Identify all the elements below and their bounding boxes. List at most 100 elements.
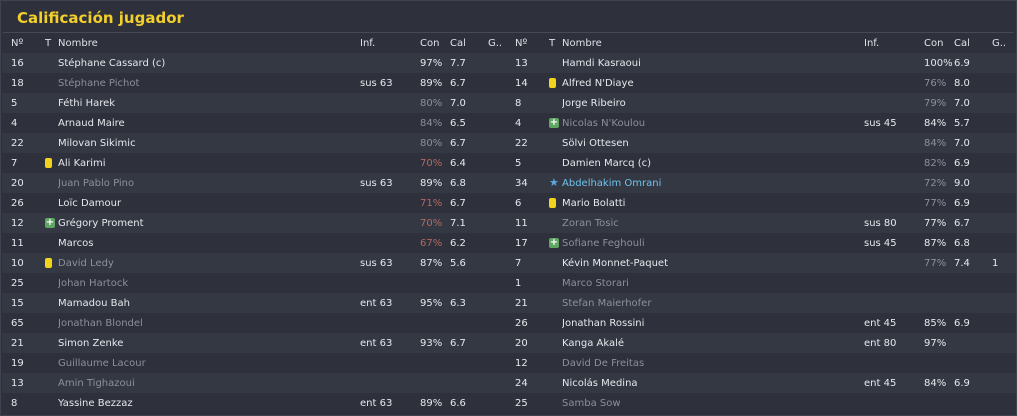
player-name[interactable]: Stéphane Pichot (58, 73, 360, 93)
player-info (864, 293, 924, 313)
event-icon-cell (45, 93, 58, 113)
player-row[interactable]: 21 Simon Zenke ent 63 93% 6.7 (2, 333, 512, 353)
player-name[interactable]: Nicolas N'Koulou (562, 113, 864, 133)
col-header-cal[interactable]: Cal (450, 33, 488, 53)
player-row[interactable]: 65 Jonathan Blondel (2, 313, 512, 333)
player-name[interactable]: Féthi Harek (58, 93, 360, 113)
player-name[interactable]: Sölvi Ottesen (562, 133, 864, 153)
player-name[interactable]: Alfred N'Diaye (562, 73, 864, 93)
player-name[interactable]: Johan Hartock (58, 273, 360, 293)
player-row[interactable]: 6 Mario Bolatti 77% 6.9 (506, 193, 1016, 213)
player-row[interactable]: 5 Féthi Harek 80% 7.0 (2, 93, 512, 113)
player-name[interactable]: Sofiane Feghouli (562, 233, 864, 253)
player-row[interactable]: 12 + Grégory Proment 70% 7.1 (2, 213, 512, 233)
col-header-number[interactable]: Nº (2, 33, 45, 53)
player-name[interactable]: Arnaud Maire (58, 113, 360, 133)
player-row[interactable]: 8 Jorge Ribeiro 79% 7.0 (506, 93, 1016, 113)
player-row[interactable]: 20 Kanga Akalé ent 80 97% (506, 333, 1016, 353)
player-name[interactable]: Zoran Tosic (562, 213, 864, 233)
player-row[interactable]: 19 Guillaume Lacour (2, 353, 512, 373)
player-row[interactable]: 21 Stefan Maierhofer (506, 293, 1016, 313)
player-row[interactable]: 26 Jonathan Rossini ent 45 85% 6.9 (506, 313, 1016, 333)
player-row[interactable]: 22 Milovan Sikimic 80% 6.7 (2, 133, 512, 153)
player-row[interactable]: 10 David Ledy sus 63 87% 5.6 (2, 253, 512, 273)
player-name[interactable]: Grégory Proment (58, 213, 360, 233)
player-name[interactable]: Damien Marcq (c) (562, 153, 864, 173)
player-row[interactable]: 34 ★ Abdelhakim Omrani 72% 9.0 (506, 173, 1016, 193)
player-rating: 6.8 (954, 233, 992, 253)
player-row[interactable]: 12 David De Freitas (506, 353, 1016, 373)
col-header-name[interactable]: Nombre (562, 33, 864, 53)
col-header-name[interactable]: Nombre (58, 33, 360, 53)
player-name[interactable]: Guillaume Lacour (58, 353, 360, 373)
player-row[interactable]: 13 Amin Tighazoui (2, 373, 512, 393)
player-goals (992, 373, 1016, 393)
player-name[interactable]: Nicolás Medina (562, 373, 864, 393)
player-condition: 89% (420, 393, 450, 413)
player-row[interactable]: 24 Nicolás Medina ent 45 84% 6.9 (506, 373, 1016, 393)
player-row[interactable]: 11 Marcos 67% 6.2 (2, 233, 512, 253)
col-header-number[interactable]: Nº (506, 33, 549, 53)
player-name[interactable]: Stéphane Cassard (c) (58, 53, 360, 73)
player-row[interactable]: 17 + Sofiane Feghouli sus 45 87% 6.8 (506, 233, 1016, 253)
col-header-t[interactable]: T (45, 33, 58, 53)
player-row[interactable]: 8 Yassine Bezzaz ent 63 89% 6.6 (2, 393, 512, 413)
player-name[interactable]: Ali Karimi (58, 153, 360, 173)
player-row[interactable]: 5 Damien Marcq (c) 82% 6.9 (506, 153, 1016, 173)
col-header-con[interactable]: Con (420, 33, 450, 53)
player-row[interactable]: 25 Samba Sow (506, 393, 1016, 413)
player-name[interactable]: Milovan Sikimic (58, 133, 360, 153)
player-name[interactable]: Kévin Monnet-Paquet (562, 253, 864, 273)
event-icon-cell: + (45, 213, 58, 233)
player-name[interactable]: Simon Zenke (58, 333, 360, 353)
player-name[interactable]: Amin Tighazoui (58, 373, 360, 393)
player-name[interactable]: Yassine Bezzaz (58, 393, 360, 413)
player-info (864, 273, 924, 293)
player-goals (992, 233, 1016, 253)
player-info (864, 153, 924, 173)
player-condition: 70% (420, 153, 450, 173)
col-header-inf[interactable]: Inf. (864, 33, 924, 53)
player-row[interactable]: 25 Johan Hartock (2, 273, 512, 293)
player-name[interactable]: Loïc Damour (58, 193, 360, 213)
player-name[interactable]: Kanga Akalé (562, 333, 864, 353)
col-header-goals[interactable]: G.. (992, 33, 1016, 53)
player-name[interactable]: Jonathan Rossini (562, 313, 864, 333)
player-name[interactable]: Jonathan Blondel (58, 313, 360, 333)
player-row[interactable]: 22 Sölvi Ottesen 84% 7.0 (506, 133, 1016, 153)
col-header-con[interactable]: Con (924, 33, 954, 53)
player-name[interactable]: David De Freitas (562, 353, 864, 373)
player-name[interactable]: Stefan Maierhofer (562, 293, 864, 313)
player-row[interactable]: 18 Stéphane Pichot sus 63 89% 6.7 (2, 73, 512, 93)
player-row[interactable]: 1 Marco Storari (506, 273, 1016, 293)
event-icon-cell (45, 313, 58, 333)
player-name[interactable]: Samba Sow (562, 393, 864, 413)
player-row[interactable]: 11 Zoran Tosic sus 80 77% 6.7 (506, 213, 1016, 233)
player-name[interactable]: Hamdi Kasraoui (562, 53, 864, 73)
player-row[interactable]: 13 Hamdi Kasraoui 100% 6.9 (506, 53, 1016, 73)
player-info (864, 253, 924, 273)
player-row[interactable]: 7 Ali Karimi 70% 6.4 (2, 153, 512, 173)
player-row[interactable]: 26 Loïc Damour 71% 6.7 (2, 193, 512, 213)
event-icon-cell (549, 353, 562, 373)
player-row[interactable]: 15 Mamadou Bah ent 63 95% 6.3 (2, 293, 512, 313)
player-row[interactable]: 20 Juan Pablo Pino sus 63 89% 6.8 (2, 173, 512, 193)
player-row[interactable]: 7 Kévin Monnet-Paquet 77% 7.4 1 (506, 253, 1016, 273)
player-name[interactable]: Mario Bolatti (562, 193, 864, 213)
player-row[interactable]: 16 Stéphane Cassard (c) 97% 7.7 (2, 53, 512, 73)
player-row[interactable]: 14 Alfred N'Diaye 76% 8.0 (506, 73, 1016, 93)
player-name[interactable]: Mamadou Bah (58, 293, 360, 313)
col-header-inf[interactable]: Inf. (360, 33, 420, 53)
player-name[interactable]: Marcos (58, 233, 360, 253)
player-row[interactable]: 4 Arnaud Maire 84% 6.5 (2, 113, 512, 133)
player-name[interactable]: Jorge Ribeiro (562, 93, 864, 113)
player-name[interactable]: Abdelhakim Omrani (562, 173, 864, 193)
col-header-t[interactable]: T (549, 33, 562, 53)
player-row[interactable]: 4 + Nicolas N'Koulou sus 45 84% 5.7 (506, 113, 1016, 133)
player-name[interactable]: Juan Pablo Pino (58, 173, 360, 193)
event-icon-cell (45, 393, 58, 413)
player-name[interactable]: David Ledy (58, 253, 360, 273)
player-name[interactable]: Marco Storari (562, 273, 864, 293)
player-number: 17 (506, 233, 549, 253)
col-header-cal[interactable]: Cal (954, 33, 992, 53)
